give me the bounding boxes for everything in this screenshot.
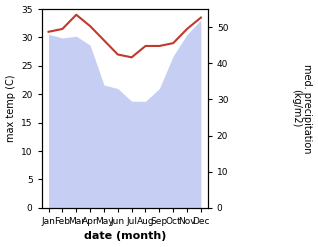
Y-axis label: max temp (C): max temp (C) bbox=[5, 75, 16, 142]
X-axis label: date (month): date (month) bbox=[84, 231, 166, 242]
Y-axis label: med. precipitation
(kg/m2): med. precipitation (kg/m2) bbox=[291, 64, 313, 153]
